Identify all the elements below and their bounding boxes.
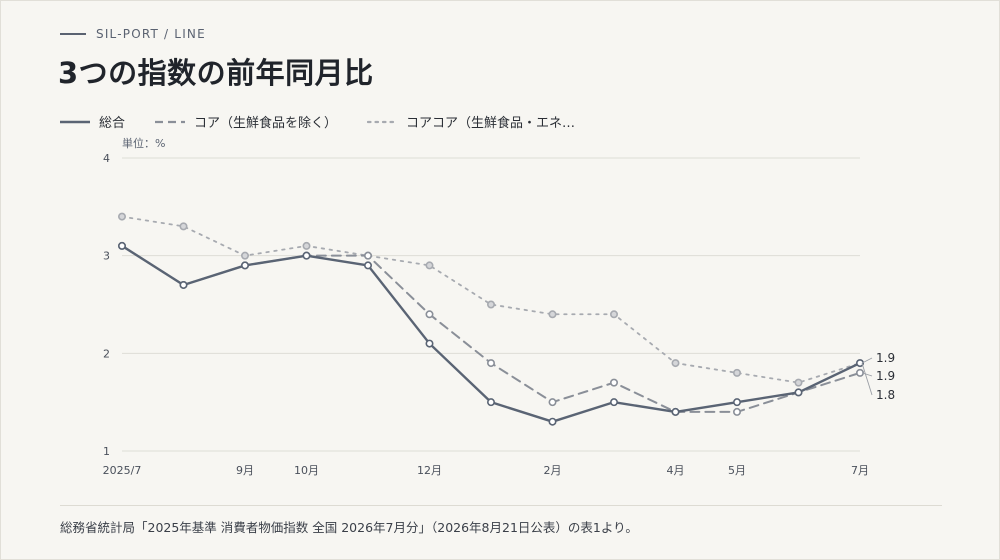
legend: 総合 コア（生鮮食品を除く） コアコア（生鮮食品・エネ… (60, 112, 575, 131)
data-point-dotted-6 (486, 300, 495, 309)
data-point-dashed-7 (548, 398, 557, 407)
legend-swatch-dotted (367, 120, 398, 123)
data-point-dashed-6 (486, 359, 495, 368)
y-tick-label-2: 2 (103, 347, 110, 360)
data-point-solid-11 (794, 388, 803, 397)
x-tick-label-2: 9月 (236, 464, 254, 477)
legend-swatch-solid (60, 120, 90, 123)
x-tick-label-12: 7月 (851, 464, 869, 477)
data-point-solid-0 (118, 241, 127, 250)
legend-label-core: コア（生鮮食品を除く） (194, 116, 338, 131)
data-point-solid-2 (241, 261, 250, 270)
y-tick-label-1: 1 (103, 445, 110, 458)
data-point-dotted-8 (609, 310, 618, 319)
data-point-dotted-5 (425, 261, 434, 270)
end-label-leader-1 (861, 372, 873, 377)
data-point-solid-8 (609, 398, 618, 407)
x-tick-label-10: 5月 (728, 464, 746, 477)
series-line-dashed (121, 244, 861, 413)
data-point-dotted-10 (732, 368, 741, 377)
end-value-label-2: 1.8 (876, 388, 895, 402)
data-point-dotted-2 (241, 251, 250, 260)
series-line-dotted (121, 215, 861, 384)
data-point-dotted-7 (548, 310, 557, 319)
data-point-dotted-0 (118, 212, 127, 221)
legend-item-total: 総合 (60, 112, 125, 131)
eyebrow-label: SIL-PORT / LINE (96, 27, 206, 41)
data-point-dotted-9 (671, 359, 680, 368)
data-point-solid-1 (179, 280, 188, 289)
y-axis-unit-label: 単位：% (122, 137, 166, 150)
x-tick-label-7: 2月 (544, 464, 562, 477)
data-point-solid-10 (732, 398, 741, 407)
x-tick-label-5: 12月 (417, 464, 442, 477)
legend-swatch-dashed (155, 120, 186, 123)
data-point-solid-3 (302, 251, 311, 260)
eyebrow-rule (60, 33, 86, 35)
end-label-leader-2 (861, 362, 873, 396)
data-point-dashed-10 (732, 407, 741, 416)
y-tick-label-3: 3 (103, 250, 110, 263)
data-point-solid-6 (486, 398, 495, 407)
source-divider (60, 505, 942, 506)
data-point-solid-7 (548, 417, 557, 426)
data-point-dotted-3 (302, 241, 311, 250)
y-tick-label-4: 4 (103, 152, 110, 165)
end-label-leader-0 (861, 357, 873, 364)
data-point-solid-5 (425, 339, 434, 348)
x-tick-label-0: 2025/7 (103, 464, 142, 477)
data-point-dashed-8 (609, 378, 618, 387)
legend-label-total: 総合 (99, 116, 126, 131)
legend-item-corecore: コアコア（生鮮食品・エネ… (367, 112, 575, 131)
x-tick-label-9: 4月 (667, 464, 685, 477)
data-point-dotted-11 (794, 378, 803, 387)
end-value-label-1: 1.9 (876, 369, 895, 383)
legend-label-corecore: コアコア（生鮮食品・エネ… (406, 116, 576, 131)
data-point-solid-12 (855, 359, 864, 368)
series-line-solid (120, 244, 862, 423)
chart-title: 3つの指数の前年同月比 (58, 56, 374, 90)
data-point-solid-4 (363, 261, 372, 270)
data-point-solid-9 (671, 407, 680, 416)
eyebrow: SIL-PORT / LINE (60, 27, 206, 41)
end-value-label-0: 1.9 (876, 351, 895, 365)
legend-item-core: コア（生鮮食品を除く） (155, 112, 337, 131)
x-tick-label-3: 10月 (294, 464, 319, 477)
data-point-dotted-1 (179, 222, 188, 231)
data-point-dashed-4 (363, 251, 372, 260)
source-note: 総務省統計局「2025年基準 消費者物価指数 全国 2026年7月分」（2026… (60, 520, 638, 535)
data-point-dashed-5 (425, 310, 434, 319)
